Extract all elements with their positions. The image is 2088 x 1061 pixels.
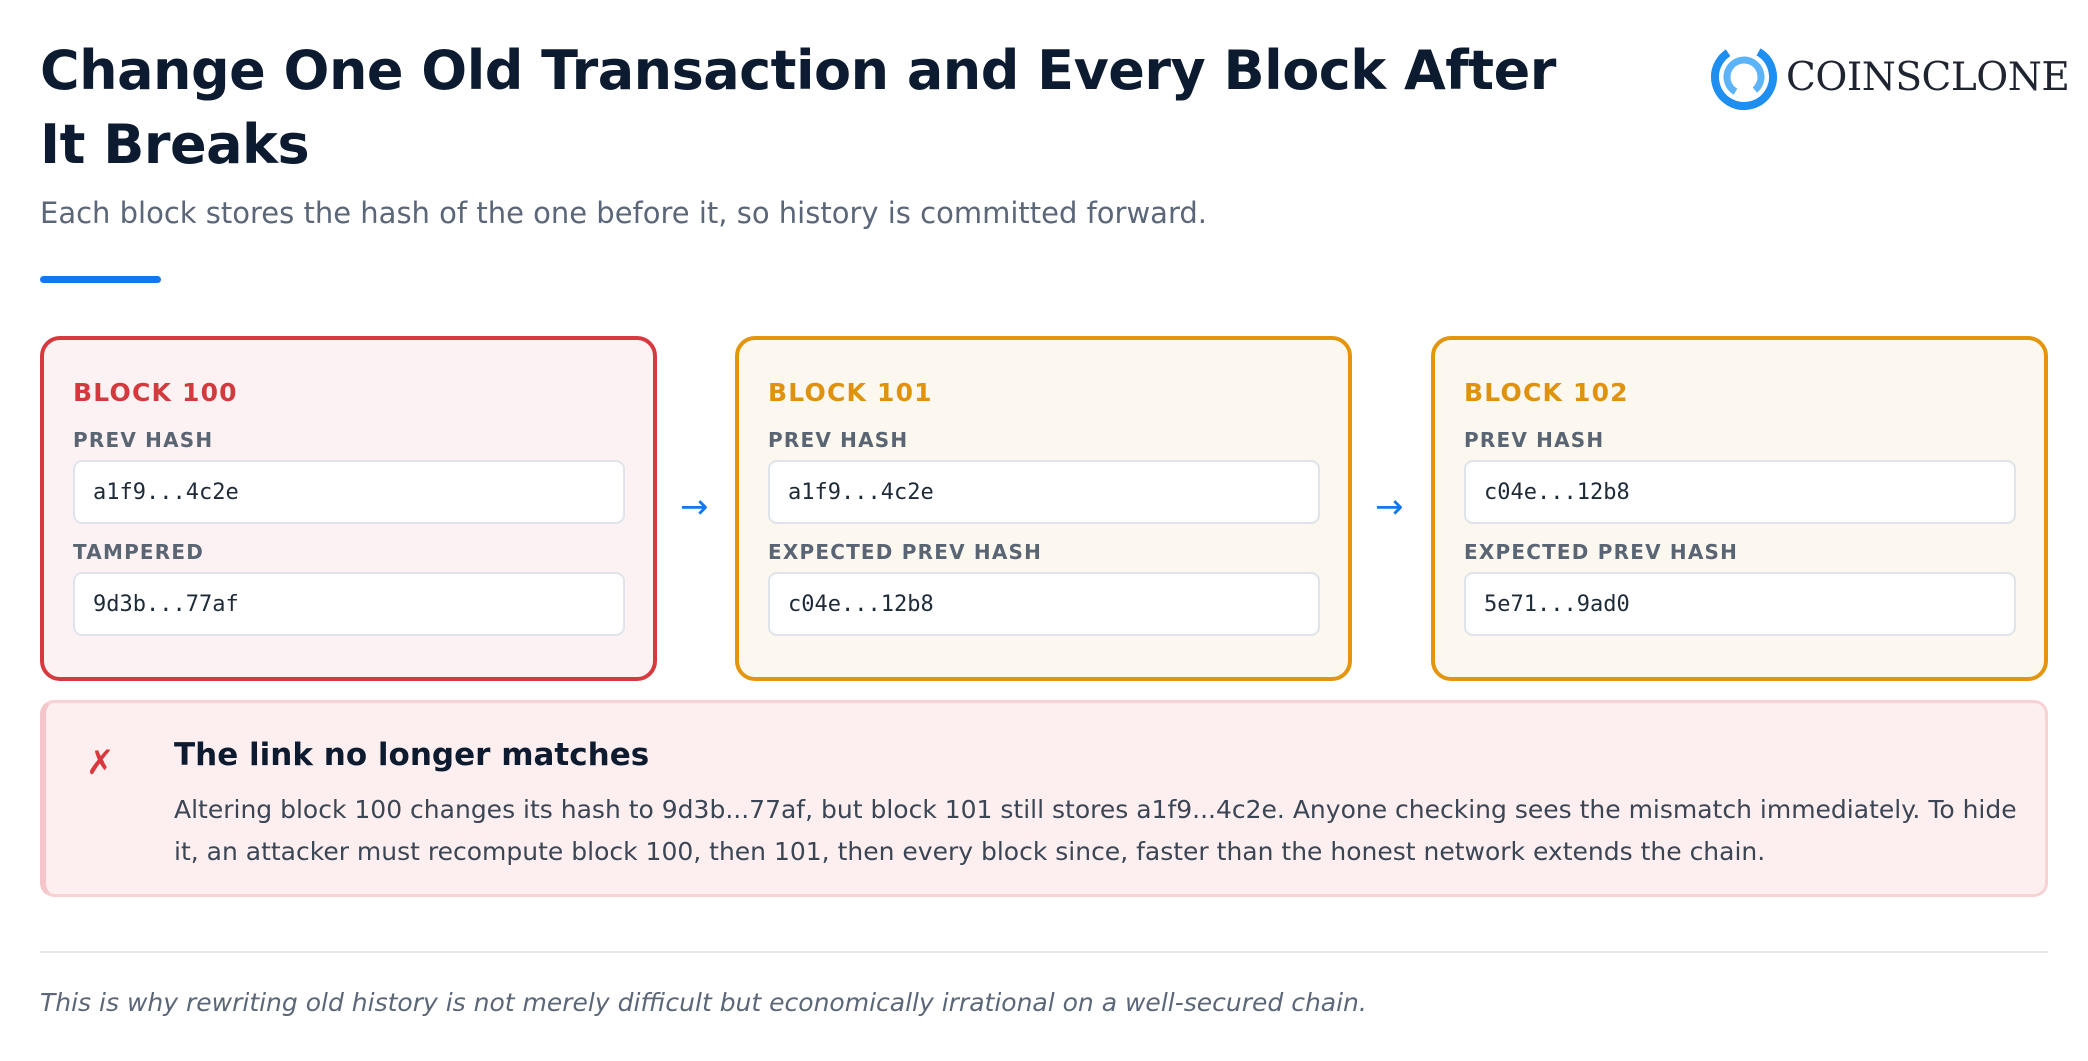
chain-arrow-icon: →: [1375, 487, 1404, 527]
block-title: BLOCK 100: [73, 378, 238, 407]
cross-mark-icon: ✗: [86, 743, 115, 783]
logo: COINSCLONE: [1708, 38, 2070, 116]
expected-prev-hash-label: EXPECTED PREV HASH: [1464, 540, 1739, 564]
expected-prev-hash-label: EXPECTED PREV HASH: [768, 540, 1043, 564]
footnote: This is why rewriting old history is not…: [40, 988, 1367, 1017]
prev-hash-value: a1f9...4c2e: [768, 460, 1320, 524]
coinsclone-ring-icon: [1711, 44, 1777, 110]
prev-hash-label: PREV HASH: [768, 428, 909, 452]
chain-arrow-icon: →: [680, 487, 709, 527]
page-title: Change One Old Transaction and Every Blo…: [40, 39, 1556, 176]
tampered-label: TAMPERED: [73, 540, 205, 564]
prev-hash-label: PREV HASH: [73, 428, 214, 452]
divider: [40, 951, 2048, 953]
block-card-101: BLOCK 101 PREV HASH a1f9...4c2e EXPECTED…: [735, 336, 1352, 681]
block-title: BLOCK 101: [768, 378, 933, 407]
logo-text: COINSCLONE: [1786, 54, 2070, 100]
expected-prev-hash-value: 5e71...9ad0: [1464, 572, 2016, 636]
accent-bar: [40, 276, 161, 283]
page: Change One Old Transaction and Every Blo…: [40, 0, 2070, 1061]
prev-hash-label: PREV HASH: [1464, 428, 1605, 452]
block-title: BLOCK 102: [1464, 378, 1629, 407]
prev-hash-value: c04e...12b8: [1464, 460, 2016, 524]
prev-hash-value: a1f9...4c2e: [73, 460, 625, 524]
alert-body: Altering block 100 changes its hash to 9…: [174, 795, 2017, 866]
tampered-hash-value: 9d3b...77af: [73, 572, 625, 636]
expected-prev-hash-value: c04e...12b8: [768, 572, 1320, 636]
mismatch-alert: ✗ The link no longer matches Altering bl…: [40, 700, 2048, 897]
alert-title: The link no longer matches: [174, 737, 650, 773]
block-card-102: BLOCK 102 PREV HASH c04e...12b8 EXPECTED…: [1431, 336, 2048, 681]
page-subtitle: Each block stores the hash of the one be…: [40, 196, 1207, 230]
block-card-100: BLOCK 100 PREV HASH a1f9...4c2e TAMPERED…: [40, 336, 657, 681]
